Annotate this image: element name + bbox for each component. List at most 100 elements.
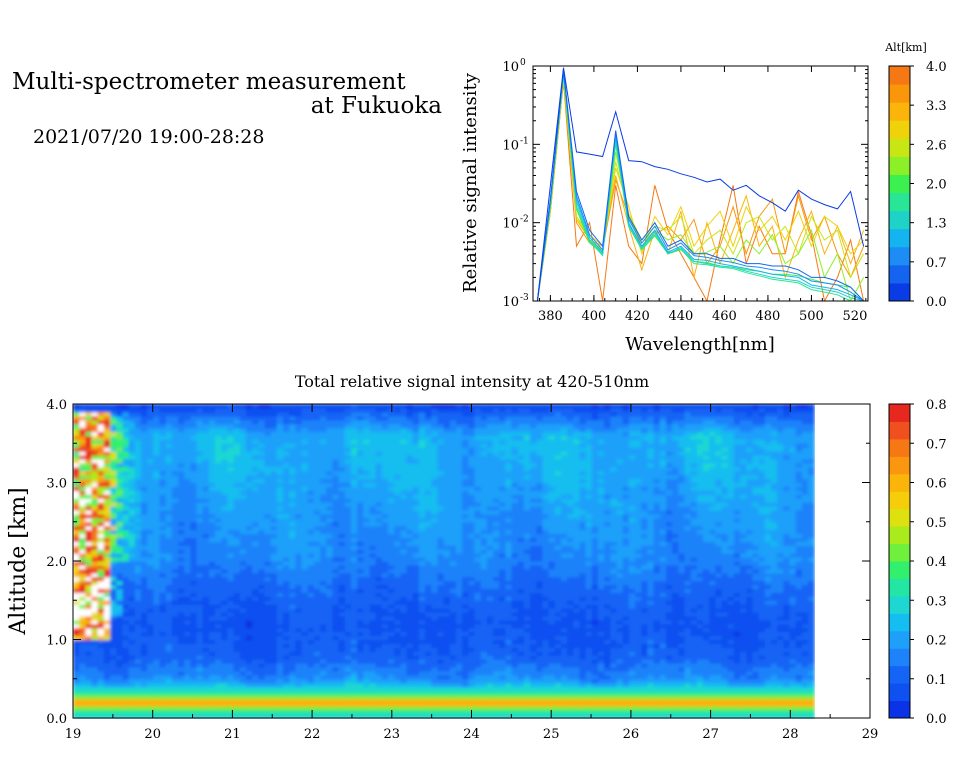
heatmap-cell (178, 533, 185, 538)
heatmap-cell (418, 427, 426, 433)
heatmap-cell (412, 478, 420, 484)
heatmap-cell (363, 541, 371, 546)
heatmap-cell (338, 678, 346, 684)
heatmap-cell (289, 686, 296, 692)
heatmap-cell (85, 490, 93, 495)
heatmap-cell (381, 404, 389, 409)
heatmap-cell (270, 623, 278, 629)
heatmap-cell (79, 498, 86, 503)
heatmap-cell (245, 568, 253, 574)
heatmap-cell (79, 455, 86, 460)
heatmap-cell (412, 411, 420, 417)
heatmap-cell (116, 470, 123, 476)
heatmap-cell (116, 494, 123, 499)
heatmap-cell (159, 533, 167, 538)
heatmap-cell (357, 690, 364, 695)
heatmap-cell (159, 627, 167, 633)
heatmap-cell (116, 564, 123, 570)
heatmap-cell (128, 639, 136, 644)
heatmap-cell (276, 561, 284, 566)
heatmap-cell (307, 506, 315, 511)
heatmap-cell (313, 588, 321, 593)
heatmap-cell (202, 517, 210, 523)
heatmap-cell (276, 482, 284, 487)
heatmap-cell (165, 663, 173, 668)
heatmap-cell (128, 498, 136, 503)
heatmap-cell (276, 415, 284, 421)
heatmap-cell (264, 674, 272, 680)
heatmap-cell (110, 513, 117, 519)
heatmap-cell (295, 647, 303, 652)
heatmap-cell (357, 423, 364, 429)
heatmap-cell (363, 600, 371, 605)
heatmap-cell (351, 404, 358, 409)
heatmap-cell (122, 435, 130, 440)
heatmap-cell (202, 670, 210, 676)
heatmap-cell (147, 404, 154, 409)
heatmap-cell (122, 478, 130, 484)
heatmap-cell (351, 553, 358, 558)
heatmap-cell (184, 639, 191, 644)
heatmap-cell (425, 517, 432, 523)
heatmap-cell (258, 702, 266, 707)
heatmap-cell (437, 490, 445, 495)
heatmap-cell (91, 435, 99, 440)
heatmap-cell (388, 506, 395, 511)
heatmap-cell (122, 655, 130, 660)
heatmap-cell (295, 592, 303, 597)
heatmap-cell (381, 561, 389, 566)
heatmap-cell (270, 576, 278, 582)
heatmap-cell (313, 427, 321, 433)
heatmap-cell (239, 690, 247, 695)
heatmap-cell (171, 498, 179, 503)
heatmap-cell (344, 478, 352, 484)
heatmap-cell (313, 419, 321, 425)
heatmap-cell (227, 584, 235, 589)
heatmap-cell (134, 482, 142, 487)
altitude-colorbar-tick-label: 0.7 (926, 256, 947, 271)
heatmap-cell (351, 596, 358, 601)
heatmap-cell (73, 517, 80, 523)
spectrum-x-tick-label: 480 (756, 309, 781, 324)
heatmap-cell (437, 682, 445, 688)
heatmap-cell (252, 612, 259, 617)
heatmap-cell (400, 439, 408, 444)
heatmap-cell (97, 510, 105, 515)
heatmap-cell (431, 513, 439, 519)
heatmap-cell (73, 427, 80, 433)
heatmap-cell (307, 608, 315, 613)
heatmap-cell (406, 592, 414, 597)
heatmap-cell (270, 663, 278, 668)
heatmap-cell (443, 690, 451, 695)
heatmap-cell (357, 462, 364, 468)
heatmap-cell (295, 627, 303, 633)
heatmap-cell (295, 584, 303, 589)
heatmap-cell (394, 572, 401, 578)
heatmap-cell (338, 557, 346, 562)
heatmap-cell (276, 419, 284, 425)
heatmap-cell (79, 623, 86, 629)
heatmap-cell (73, 694, 80, 699)
heatmap-cell (91, 494, 99, 499)
heatmap-cell (412, 404, 420, 409)
heatmap-cell (326, 616, 333, 621)
heatmap-cell (400, 553, 408, 558)
heatmap-cell (369, 506, 377, 511)
heatmap-cell (73, 443, 80, 448)
heatmap-cell (394, 706, 401, 711)
heatmap-cell (344, 596, 352, 601)
heatmap-cell (208, 647, 216, 652)
heatmap-cell (437, 706, 445, 711)
heatmap-cell (381, 600, 389, 605)
heatmap-cell (153, 455, 161, 460)
heatmap-cell (301, 490, 309, 495)
heatmap-cell (400, 407, 408, 413)
heatmap-cell (301, 451, 309, 456)
heatmap-cell (184, 474, 191, 480)
heatmap-cell (227, 702, 235, 707)
heatmap-cell (116, 623, 123, 629)
heatmap-cell (363, 690, 371, 695)
heatmap-cell (388, 667, 395, 672)
heatmap-cell (159, 674, 167, 680)
heatmap-cell (295, 510, 303, 515)
